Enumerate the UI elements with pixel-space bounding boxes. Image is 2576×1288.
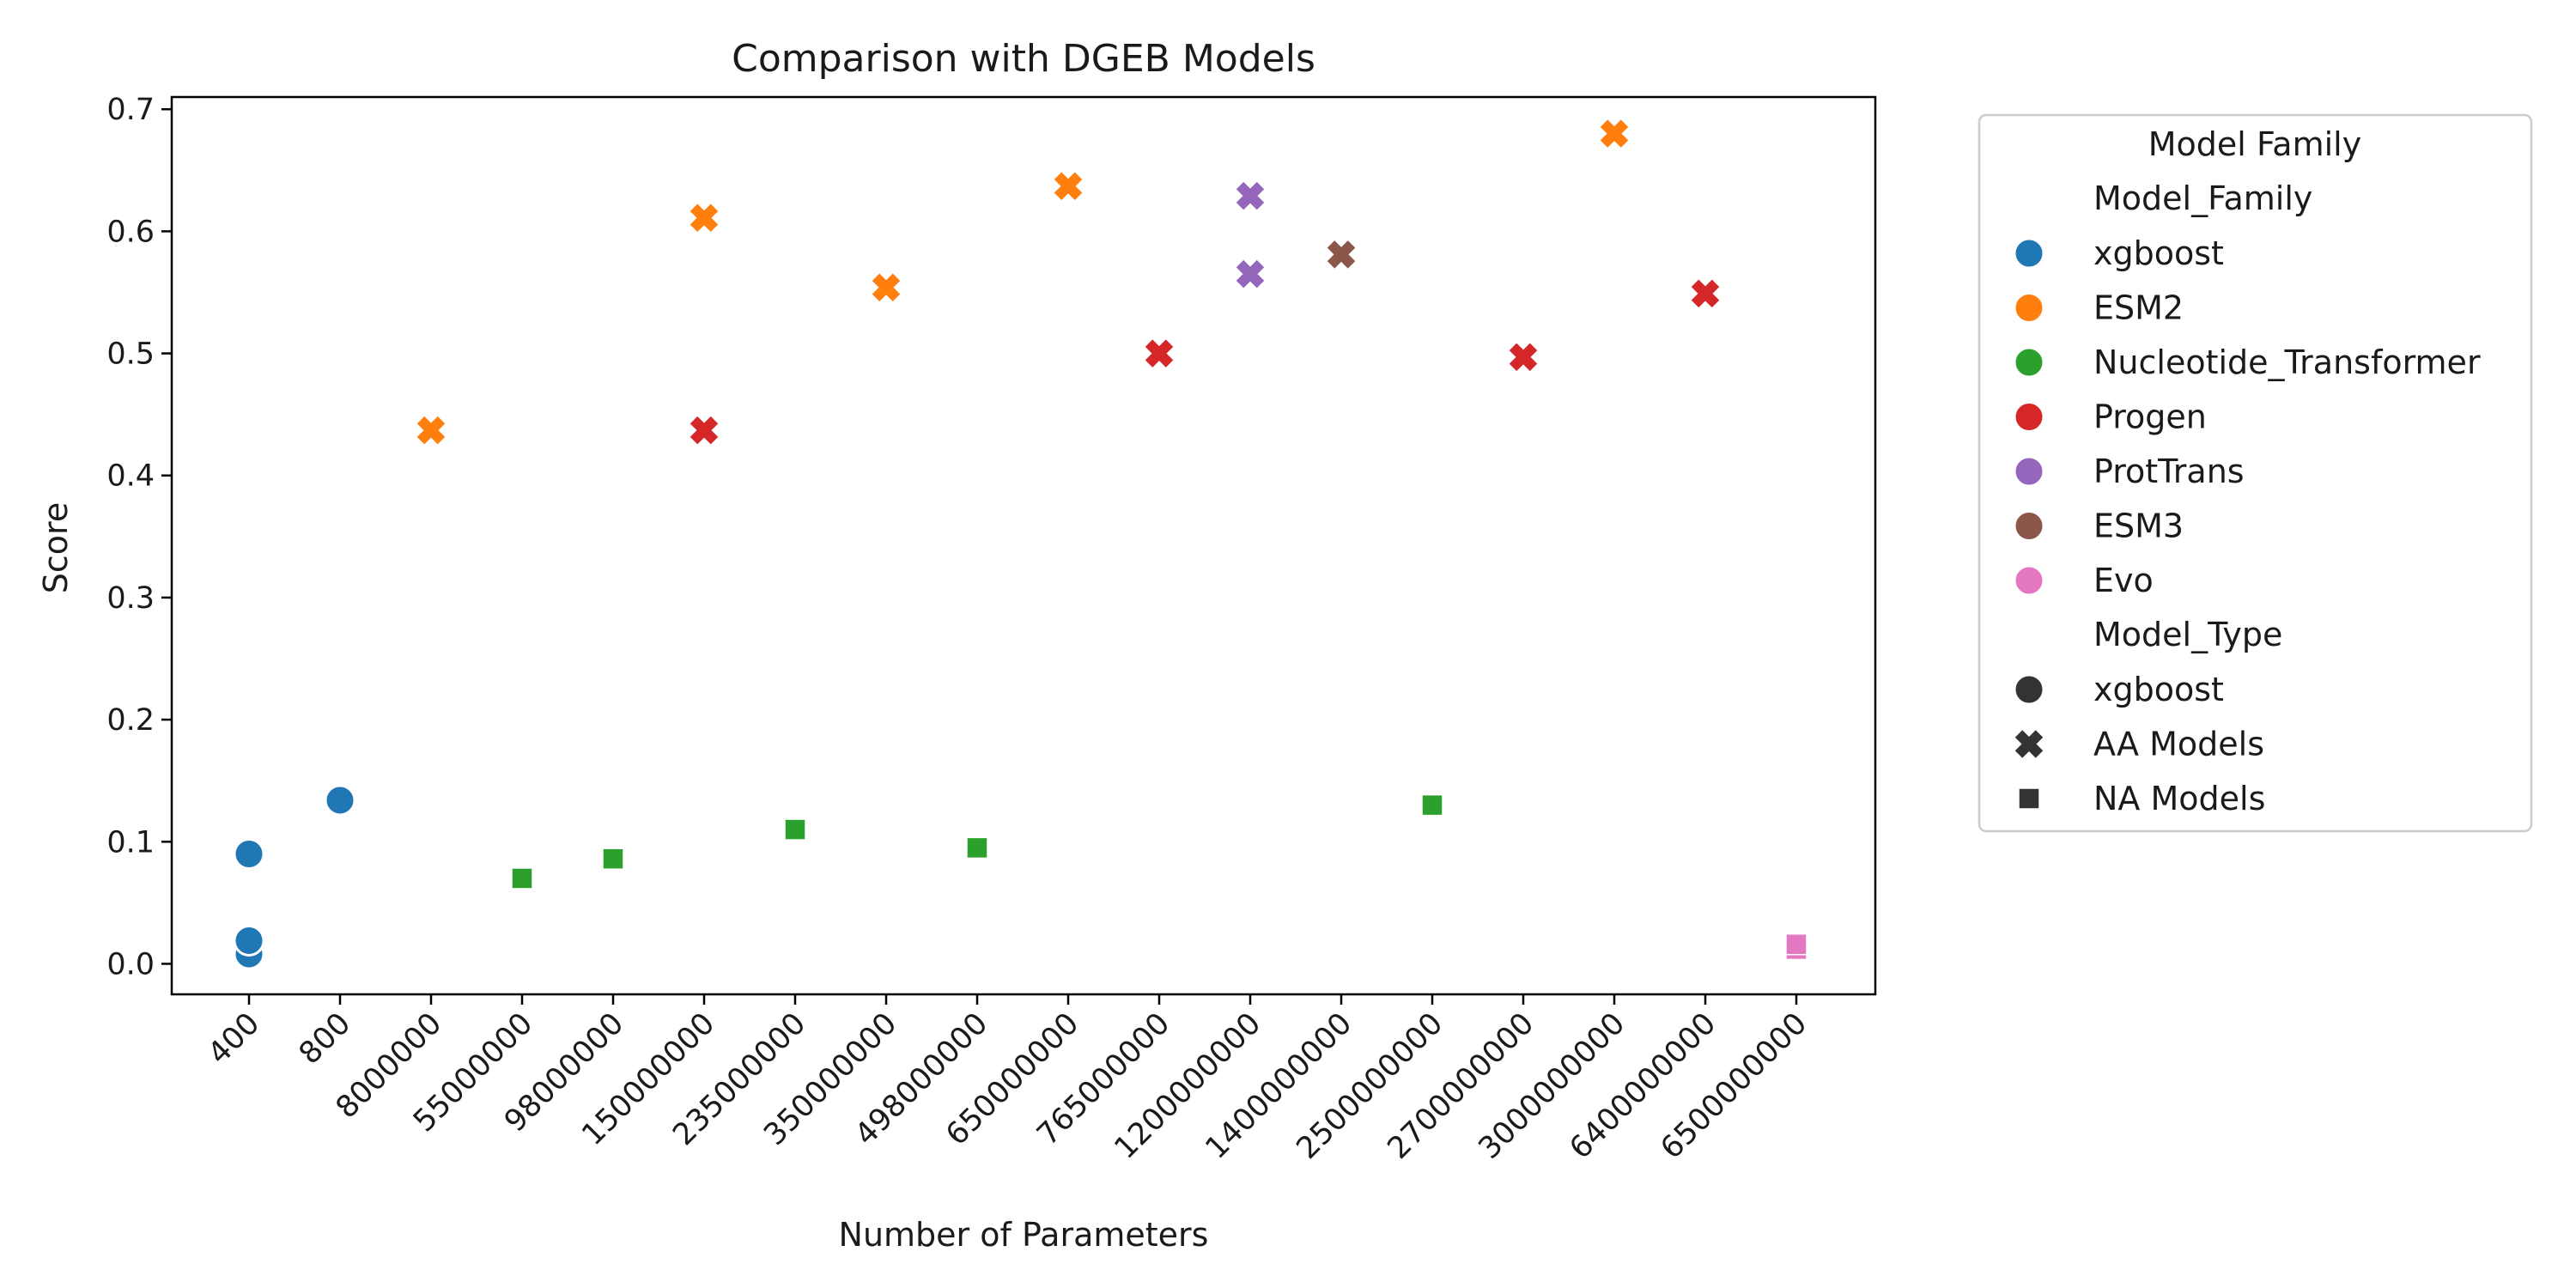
- legend-marker: [2018, 787, 2040, 810]
- data-point: [416, 416, 446, 445]
- legend-item-label: Evo: [2093, 562, 2154, 599]
- data-point: [966, 836, 988, 860]
- legend-item-label: NA Models: [2093, 780, 2265, 817]
- legend-swatch: [2013, 564, 2045, 597]
- x-tick-label: 800: [293, 1006, 358, 1072]
- y-tick-label: 0.0: [106, 947, 155, 981]
- data-point: [602, 848, 624, 870]
- data-point: [1600, 119, 1629, 148]
- legend-families: xgboost ESM2 Nucleotide_Transformer Progen P…: [2013, 234, 2481, 599]
- legend-swatch: [2013, 401, 2045, 433]
- y-tick-label: 0.7: [106, 93, 155, 127]
- data-point: [784, 818, 806, 841]
- legend-marker: [2013, 673, 2045, 706]
- y-axis-ticks: 0.0 0.1 0.2 0.3 0.4 0.5 0.6 0.7: [106, 93, 172, 981]
- data-point: [690, 416, 719, 445]
- data-point: [1236, 259, 1265, 289]
- data-point: [1509, 343, 1538, 372]
- legend: Model Family Model_Family xgboost ESM2 Nuc…: [1978, 113, 2533, 833]
- x-axis-ticks: 400 8008000000550000009800000015000000023…: [202, 994, 1814, 1166]
- y-tick-label: 0.6: [106, 215, 155, 249]
- legend-item-label: Nucleotide_Transformer: [2093, 343, 2481, 381]
- data-point: [872, 273, 901, 302]
- y-axis-label: Score: [37, 502, 75, 593]
- legend-item-label: Progen: [2093, 398, 2207, 436]
- legend-title: Model Family: [2148, 125, 2361, 163]
- data-point: [1236, 181, 1265, 210]
- legend-item-label: xgboost: [2093, 671, 2224, 708]
- legend-box: [1978, 113, 2533, 833]
- legend-style-header: Model_Type: [2093, 616, 2282, 653]
- legend-item-label: ProtTrans: [2093, 453, 2245, 490]
- legend-swatch: [2013, 455, 2045, 488]
- data-point: [324, 784, 356, 817]
- y-tick-label: 0.2: [106, 703, 155, 738]
- data-point: [1145, 339, 1174, 368]
- legend-marker: [2014, 730, 2044, 758]
- legend-swatch: [2013, 292, 2045, 324]
- data-points: [233, 119, 1807, 970]
- legend-swatch: [2013, 346, 2045, 379]
- data-point: [1421, 793, 1443, 817]
- y-tick-label: 0.3: [106, 581, 155, 616]
- legend-swatch: [2013, 237, 2045, 270]
- data-point: [690, 204, 719, 232]
- chart-title: Comparison with DGEB Models: [732, 37, 1315, 81]
- data-point: [511, 867, 533, 890]
- legend-types: xgboost AA Models NA Models: [2013, 671, 2265, 817]
- plot-frame: [170, 95, 1877, 996]
- data-point: [1691, 279, 1720, 308]
- legend-swatch: [2013, 510, 2045, 542]
- legend-item-label: ESM2: [2093, 289, 2184, 327]
- data-point: [1327, 240, 1356, 269]
- y-tick-label: 0.4: [106, 459, 155, 494]
- y-tick-label: 0.1: [106, 825, 155, 860]
- legend-item-label: AA Models: [2093, 726, 2264, 763]
- x-axis-label: Number of Parameters: [839, 1216, 1209, 1254]
- y-tick-label: 0.5: [106, 337, 155, 372]
- data-point: [1054, 172, 1083, 201]
- legend-item-label: xgboost: [2093, 234, 2224, 272]
- legend-hue-header: Model_Family: [2093, 179, 2312, 217]
- x-tick-label: 400: [202, 1006, 267, 1072]
- data-point: [1785, 933, 1807, 956]
- data-point: [233, 837, 265, 870]
- legend-item-label: ESM3: [2093, 507, 2184, 545]
- data-point: [233, 924, 265, 957]
